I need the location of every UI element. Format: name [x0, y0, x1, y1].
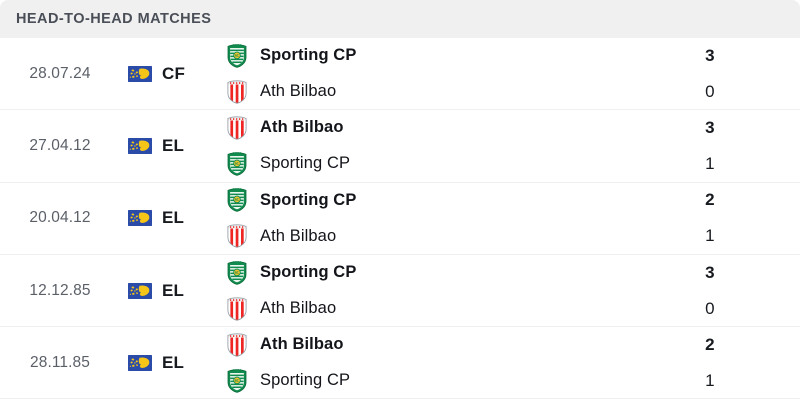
away-team-score: 1 — [705, 153, 715, 173]
away-team-name: Ath Bilbao — [260, 82, 337, 101]
competition-label: CF — [162, 63, 186, 83]
sporting-cp-crest-icon: SC — [226, 43, 248, 68]
away-team[interactable]: Ath Bilbao — [226, 296, 650, 321]
uefa-world-flag-icon — [128, 137, 152, 154]
ath-bilbao-crest-icon — [226, 224, 248, 248]
home-team-name: Sporting CP — [260, 190, 357, 209]
away-team-name: Ath Bilbao — [260, 226, 337, 245]
sporting-cp-crest-icon: SC — [226, 260, 248, 285]
sporting-cp-crest-icon: SC — [226, 151, 248, 176]
svg-text:SC: SC — [235, 271, 240, 275]
match-list: 28.07.24 CF SC Sporting CP Ath Bilbao 3 0 27.04… — [0, 38, 800, 400]
home-team[interactable]: Ath Bilbao — [226, 116, 650, 140]
match-competition: EL — [120, 353, 220, 373]
home-team[interactable]: Ath Bilbao — [226, 333, 650, 357]
match-competition: CF — [120, 64, 220, 84]
match-row[interactable]: 28.11.85 EL Ath Bilbao SC Sporting CP 2 1 — [0, 327, 800, 400]
competition-label: EL — [162, 352, 185, 372]
svg-text:SC: SC — [235, 379, 240, 383]
match-row[interactable]: 20.04.12 EL SC Sporting CP Ath Bilbao 2 1 — [0, 182, 800, 255]
away-team[interactable]: SC Sporting CP — [226, 151, 650, 176]
svg-text:SC: SC — [235, 198, 240, 202]
match-competition: EL — [120, 281, 220, 301]
away-team-name: Sporting CP — [260, 371, 351, 390]
home-team-name: Ath Bilbao — [260, 118, 344, 137]
home-team[interactable]: SC Sporting CP — [226, 43, 650, 68]
sporting-cp-crest-icon: SC — [226, 368, 248, 393]
away-team-name: Ath Bilbao — [260, 299, 337, 318]
match-row[interactable]: 12.12.85 EL SC Sporting CP Ath Bilbao 3 0 — [0, 254, 800, 328]
match-teams: SC Sporting CP Ath Bilbao — [220, 43, 650, 104]
match-teams: Ath Bilbao SC Sporting CP — [220, 333, 650, 393]
uefa-world-flag-icon — [128, 210, 152, 227]
match-competition: EL — [120, 208, 220, 228]
svg-text:SC: SC — [235, 162, 240, 166]
ath-bilbao-crest-icon — [226, 116, 248, 140]
ath-bilbao-crest-icon — [226, 296, 248, 321]
page-title: HEAD-TO-HEAD MATCHES — [16, 11, 212, 27]
match-teams: SC Sporting CP Ath Bilbao — [220, 188, 650, 248]
away-team-name: Sporting CP — [260, 154, 351, 173]
competition-label: EL — [162, 208, 185, 228]
away-team-score: 0 — [705, 81, 715, 101]
panel-header: HEAD-TO-HEAD MATCHES — [0, 0, 800, 38]
match-date: 20.04.12 — [29, 209, 91, 227]
match-teams: Ath Bilbao SC Sporting CP — [220, 116, 650, 176]
away-team-score: 1 — [705, 226, 715, 246]
home-team-score: 3 — [705, 117, 715, 137]
home-team[interactable]: SC Sporting CP — [226, 260, 650, 285]
svg-text:SC: SC — [235, 54, 240, 58]
away-team[interactable]: SC Sporting CP — [226, 368, 650, 393]
away-team-score: 1 — [705, 370, 715, 390]
uefa-world-flag-icon — [128, 354, 152, 371]
uefa-world-flag-icon — [128, 282, 152, 299]
match-date: 28.07.24 — [29, 64, 91, 82]
home-team-score: 3 — [705, 262, 715, 282]
competition-label: EL — [162, 280, 185, 300]
competition-label: EL — [162, 135, 185, 155]
match-date: 27.04.12 — [29, 136, 91, 154]
home-team-name: Ath Bilbao — [260, 335, 344, 354]
match-row[interactable]: 28.07.24 CF SC Sporting CP Ath Bilbao 3 0 — [0, 38, 800, 111]
away-team-score: 0 — [705, 298, 715, 318]
match-date: 28.11.85 — [30, 353, 90, 371]
home-team-score: 2 — [705, 190, 715, 210]
home-team-score: 3 — [705, 45, 715, 65]
match-row[interactable]: 27.04.12 EL Ath Bilbao SC Sporting CP 3 1 — [0, 110, 800, 183]
home-team-score: 2 — [705, 334, 715, 354]
away-team[interactable]: Ath Bilbao — [226, 224, 650, 248]
home-team-name: Sporting CP — [260, 46, 357, 65]
sporting-cp-crest-icon: SC — [226, 188, 248, 213]
match-date: 12.12.85 — [29, 281, 91, 299]
home-team[interactable]: SC Sporting CP — [226, 188, 650, 213]
match-teams: SC Sporting CP Ath Bilbao — [220, 260, 650, 321]
home-team-name: Sporting CP — [260, 263, 357, 282]
away-team[interactable]: Ath Bilbao — [226, 79, 650, 104]
uefa-world-flag-icon — [128, 65, 152, 82]
ath-bilbao-crest-icon — [226, 333, 248, 357]
ath-bilbao-crest-icon — [226, 79, 248, 104]
match-competition: EL — [120, 136, 220, 156]
